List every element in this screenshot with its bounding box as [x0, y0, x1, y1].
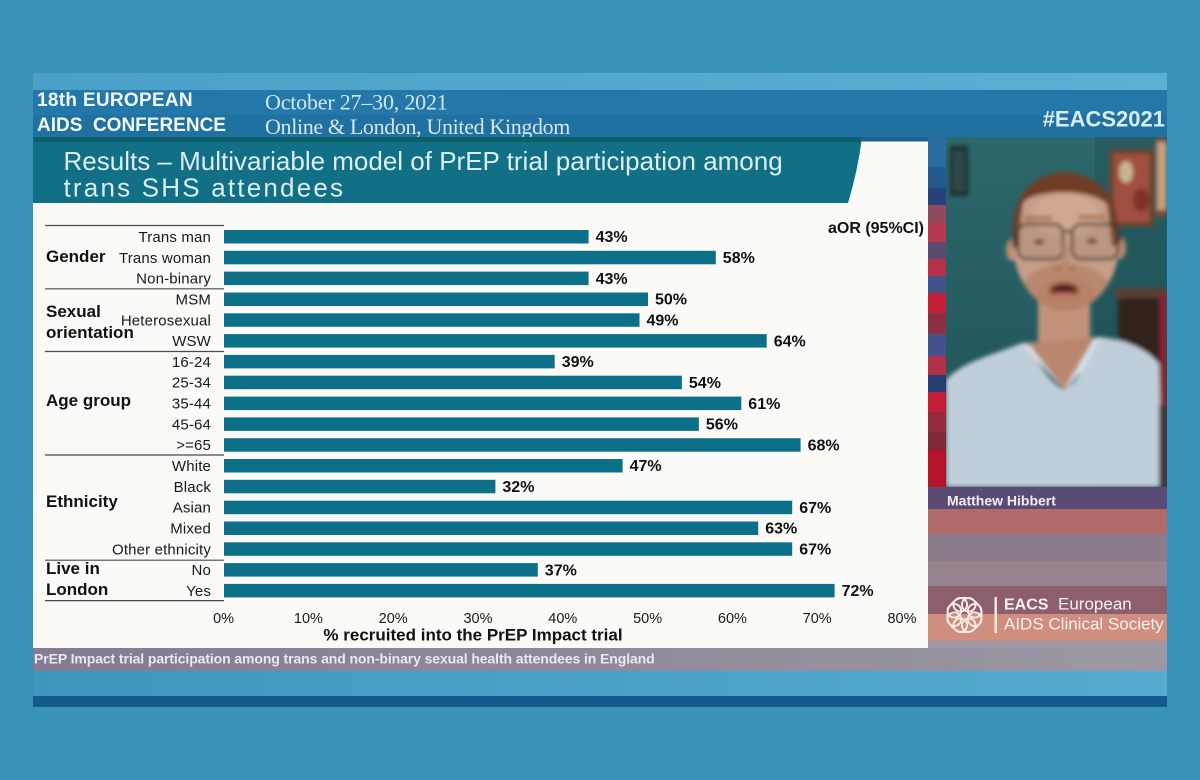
svg-text:Results – Multivariable model: Results – Multivariable model of PrEP tr… — [64, 146, 783, 176]
svg-text:#EACS2021: #EACS2021 — [1043, 107, 1165, 132]
svg-text:47%: 47% — [630, 458, 662, 475]
svg-text:EACS: EACS — [1004, 597, 1049, 614]
svg-text:Trans woman: Trans woman — [119, 250, 211, 267]
svg-text:45-64: 45-64 — [172, 416, 211, 433]
svg-text:80%: 80% — [887, 611, 916, 627]
svg-text:60%: 60% — [718, 611, 747, 627]
svg-text:Gender: Gender — [46, 247, 106, 266]
svg-text:Live in: Live in — [46, 559, 100, 578]
svg-text:October 27–30, 2021: October 27–30, 2021 — [265, 90, 448, 115]
svg-text:54%: 54% — [689, 375, 721, 392]
svg-text:Trans man: Trans man — [139, 229, 211, 246]
svg-text:68%: 68% — [808, 437, 840, 454]
svg-text:50%: 50% — [633, 611, 662, 627]
svg-text:PrEP Impact trial participatio: PrEP Impact trial participation among tr… — [34, 651, 655, 667]
svg-text:40%: 40% — [548, 611, 577, 627]
svg-text:0%: 0% — [213, 611, 234, 627]
svg-text:50%: 50% — [655, 292, 687, 309]
svg-text:AIDS Clinical Society: AIDS Clinical Society — [1004, 615, 1164, 634]
svg-text:Online & London, United Kingdo: Online & London, United Kingdom — [265, 114, 570, 139]
svg-text:Matthew Hibbert: Matthew Hibbert — [947, 492, 1056, 508]
svg-text:18th EUROPEAN: 18th EUROPEAN — [37, 90, 193, 111]
svg-text:37%: 37% — [545, 562, 577, 579]
svg-text:White: White — [172, 458, 211, 475]
svg-text:43%: 43% — [596, 229, 628, 246]
svg-text:61%: 61% — [748, 396, 780, 413]
svg-text:56%: 56% — [706, 417, 738, 434]
svg-text:Other ethnicity: Other ethnicity — [112, 541, 211, 558]
svg-text:58%: 58% — [723, 250, 755, 267]
svg-text:Black: Black — [174, 479, 212, 496]
svg-text:AIDS CONFERENCE: AIDS CONFERENCE — [37, 115, 226, 136]
svg-text:% recruited into the PrEP Impa: % recruited into the PrEP Impact trial — [323, 626, 622, 645]
svg-text:Heterosexual: Heterosexual — [121, 312, 211, 329]
svg-text:Asian: Asian — [173, 500, 211, 517]
svg-text:30%: 30% — [463, 611, 492, 627]
svg-text:10%: 10% — [294, 611, 323, 627]
svg-text:Mixed: Mixed — [170, 521, 211, 538]
svg-text:16-24: 16-24 — [172, 354, 211, 371]
svg-text:London: London — [46, 580, 108, 599]
svg-text:No: No — [192, 562, 211, 579]
svg-text:>=65: >=65 — [176, 437, 211, 454]
svg-text:70%: 70% — [803, 611, 832, 627]
svg-text:WSW: WSW — [172, 333, 211, 350]
svg-text:Yes: Yes — [186, 583, 211, 600]
svg-text:35-44: 35-44 — [172, 396, 211, 413]
svg-text:67%: 67% — [799, 500, 831, 517]
svg-text:63%: 63% — [765, 521, 797, 538]
svg-text:European: European — [1058, 595, 1132, 614]
svg-text:20%: 20% — [379, 611, 408, 627]
svg-text:aOR (95%CI): aOR (95%CI) — [828, 220, 924, 237]
svg-text:MSM: MSM — [176, 292, 211, 309]
svg-text:orientation: orientation — [46, 323, 134, 342]
svg-text:43%: 43% — [596, 271, 628, 288]
svg-text:Non-binary: Non-binary — [136, 271, 211, 288]
svg-text:72%: 72% — [842, 583, 874, 600]
svg-text:67%: 67% — [799, 542, 831, 559]
svg-text:Sexual: Sexual — [46, 302, 101, 321]
svg-text:Age group: Age group — [46, 391, 131, 410]
svg-text:25-34: 25-34 — [172, 375, 211, 392]
svg-text:32%: 32% — [502, 479, 534, 496]
svg-text:39%: 39% — [562, 354, 594, 371]
svg-text:64%: 64% — [774, 333, 806, 350]
svg-text:trans SHS attendees: trans SHS attendees — [64, 173, 346, 203]
svg-text:49%: 49% — [647, 313, 679, 330]
svg-text:Ethnicity: Ethnicity — [46, 492, 118, 511]
